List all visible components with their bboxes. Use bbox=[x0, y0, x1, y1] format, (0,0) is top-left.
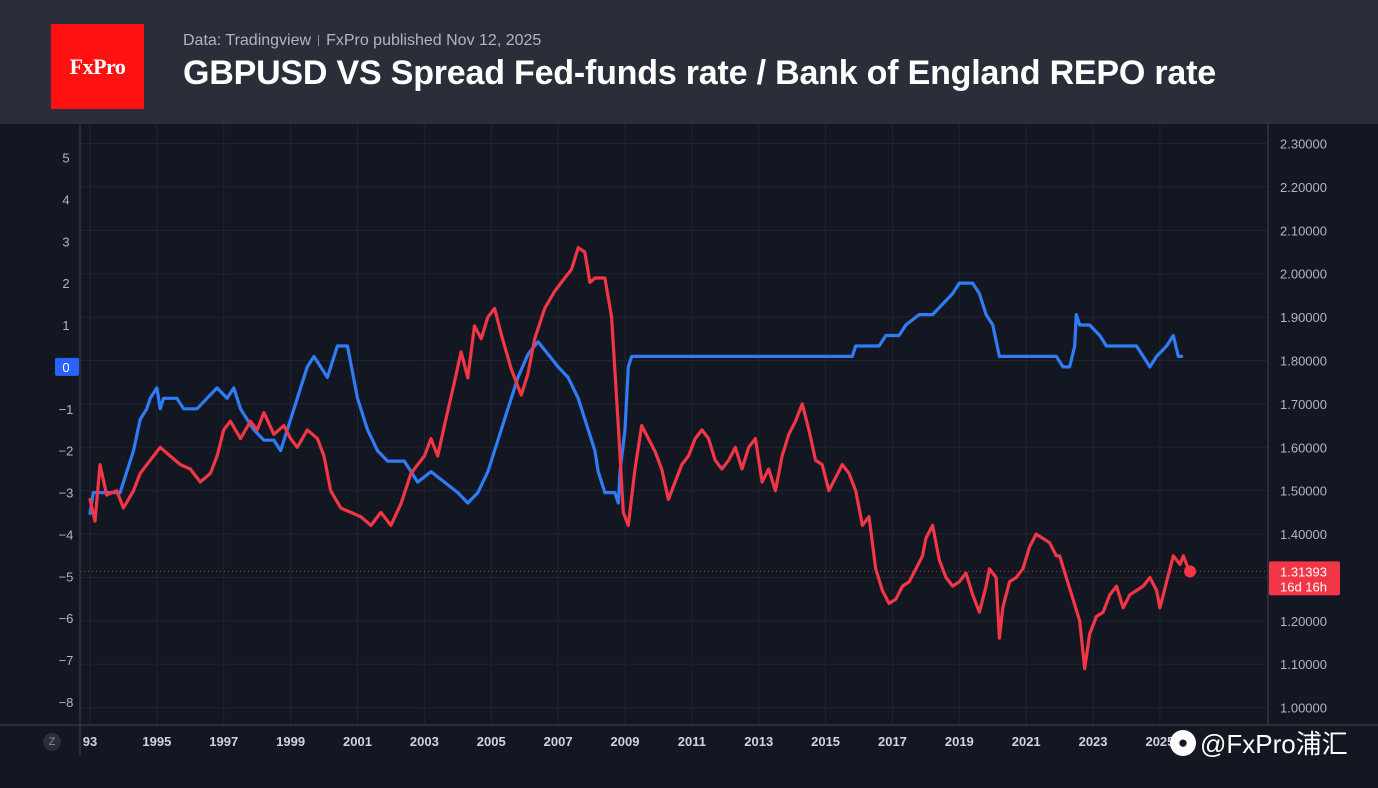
right-tick-label: 1.60000 bbox=[1280, 440, 1327, 455]
left-tick-label: 1 bbox=[62, 318, 69, 333]
separator bbox=[318, 35, 320, 47]
left-tick-label: −7 bbox=[59, 653, 74, 668]
x-tick-label: 2003 bbox=[410, 734, 439, 749]
spread-series-line bbox=[88, 281, 1184, 516]
right-tick-label: 1.00000 bbox=[1280, 701, 1327, 716]
x-tick-label: 2013 bbox=[744, 734, 773, 749]
source-line: Data: Tradingview FxPro published Nov 12,… bbox=[183, 32, 541, 50]
x-tick-label: 2007 bbox=[544, 734, 573, 749]
last-price-dot bbox=[1184, 565, 1197, 578]
left-tick-label: 4 bbox=[62, 192, 69, 207]
left-tick-label: −5 bbox=[59, 569, 74, 584]
left-tick-label: 5 bbox=[62, 151, 69, 166]
right-tick-label: 1.80000 bbox=[1280, 353, 1327, 368]
watermark: ● @FxPro浦汇 bbox=[1170, 724, 1348, 761]
x-tick-label: 2021 bbox=[1012, 734, 1041, 749]
x-tick-label: 2009 bbox=[611, 734, 640, 749]
last-price-value: 1.31393 bbox=[1280, 564, 1327, 579]
x-tick-label: 2017 bbox=[878, 734, 907, 749]
right-tick-label: 1.40000 bbox=[1280, 527, 1327, 542]
published-date: FxPro published Nov 12, 2025 bbox=[326, 32, 542, 49]
wechat-icon: ● bbox=[1170, 729, 1196, 756]
x-tick-label: 1999 bbox=[276, 734, 305, 749]
left-tick-label: −4 bbox=[59, 527, 74, 542]
zoom-reset-button[interactable]: Z bbox=[43, 733, 61, 751]
zero-badge bbox=[55, 357, 79, 376]
left-tick-label: 3 bbox=[62, 234, 69, 249]
right-tick-label: 1.90000 bbox=[1280, 310, 1327, 325]
data-source: Data: Tradingview bbox=[183, 32, 312, 49]
left-tick-label: −2 bbox=[59, 444, 74, 459]
left-tick-label: −8 bbox=[59, 695, 74, 710]
right-tick-label: 2.00000 bbox=[1280, 267, 1327, 282]
right-tick-label: 2.10000 bbox=[1280, 223, 1327, 238]
x-tick-label: 2023 bbox=[1079, 734, 1108, 749]
left-tick-label: −1 bbox=[59, 402, 74, 417]
watermark-text: @FxPro浦汇 bbox=[1200, 729, 1348, 759]
right-tick-label: 1.50000 bbox=[1280, 484, 1327, 499]
x-tick-label: 93 bbox=[83, 734, 97, 749]
header: FxPro Data: Tradingview FxPro published N… bbox=[0, 0, 1378, 124]
chart-title: GBPUSD VS Spread Fed-funds rate / Bank o… bbox=[183, 54, 1216, 92]
last-price-badge bbox=[1269, 561, 1340, 596]
x-tick-label: 2019 bbox=[945, 734, 974, 749]
x-tick-label: 1995 bbox=[142, 734, 171, 749]
x-tick-label: 2001 bbox=[343, 734, 372, 749]
gbpusd-series-line bbox=[88, 246, 1192, 671]
right-tick-label: 1.20000 bbox=[1280, 614, 1327, 629]
last-price-countdown: 16d 16h bbox=[1280, 579, 1327, 594]
right-tick-label: 1.10000 bbox=[1280, 657, 1327, 672]
chart[interactable]: 5 4 3 2 1 0 −1 −2 −3 −4 −5 −6 −7 −8 2.30000 2.20000 2.10… bbox=[0, 124, 1378, 788]
x-tick-label: 2005 bbox=[477, 734, 506, 749]
right-tick-label: 1.70000 bbox=[1280, 397, 1327, 412]
right-tick-label: 2.30000 bbox=[1280, 137, 1327, 152]
left-tick-label: 0 bbox=[62, 360, 69, 375]
x-tick-label: 2015 bbox=[811, 734, 840, 749]
left-tick-label: 2 bbox=[62, 276, 69, 291]
x-tick-label: 1997 bbox=[209, 734, 238, 749]
x-tick-label: 2025 bbox=[1145, 734, 1174, 749]
x-tick-label: 2011 bbox=[678, 734, 706, 749]
fxpro-logo: FxPro bbox=[51, 24, 144, 109]
left-tick-label: −6 bbox=[59, 611, 74, 626]
right-tick-label: 2.20000 bbox=[1280, 180, 1327, 195]
left-tick-label: −3 bbox=[59, 486, 74, 501]
